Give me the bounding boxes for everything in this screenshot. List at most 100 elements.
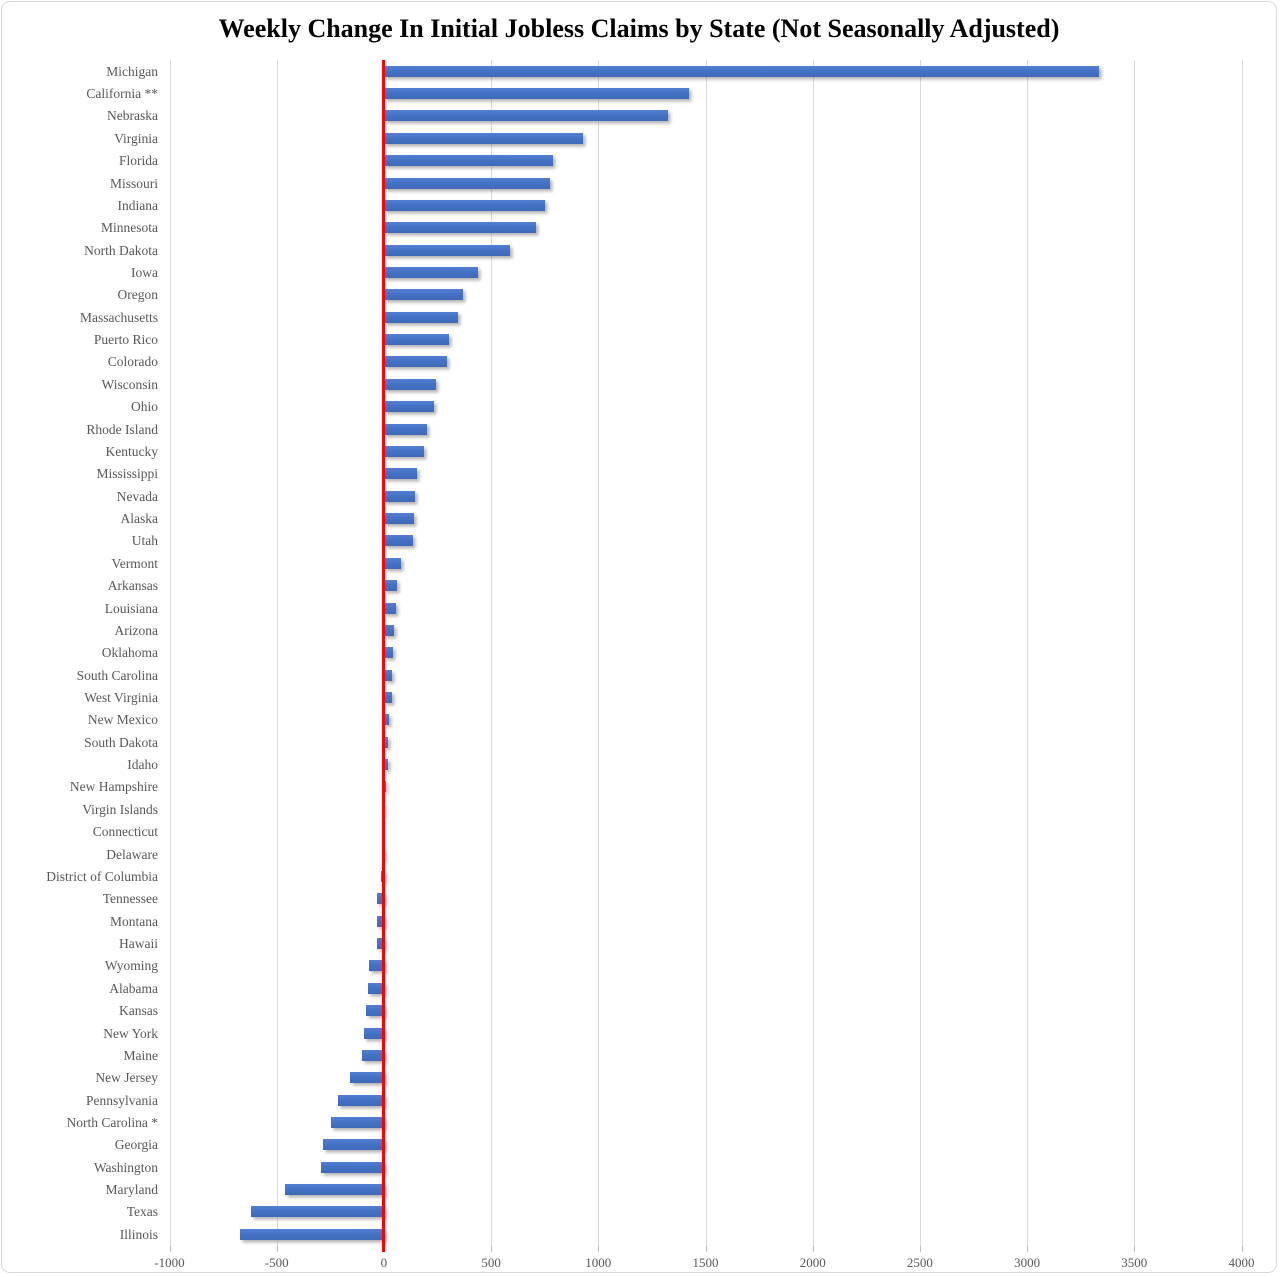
category-label: Virginia (114, 130, 158, 146)
bar (368, 960, 384, 972)
bar (322, 1139, 384, 1151)
x-tick-label: -1000 (154, 1254, 185, 1270)
bar (383, 378, 437, 390)
bar (383, 759, 388, 771)
gridline (705, 60, 707, 1246)
x-tick-label: 2000 (799, 1254, 826, 1270)
category-label: Texas (126, 1204, 158, 1220)
bar (383, 557, 402, 569)
category-label: Ohio (131, 399, 158, 415)
category-label: Wyoming (104, 958, 158, 974)
category-label: Indiana (117, 197, 158, 213)
bar (383, 356, 448, 368)
gridline (1134, 60, 1136, 1246)
category-label: Connecticut (92, 824, 158, 840)
bar (365, 1005, 384, 1017)
bar (383, 736, 389, 748)
category-label: Montana (110, 913, 158, 929)
tick-mark (1027, 1245, 1029, 1252)
bar (383, 244, 511, 256)
bar (320, 1161, 384, 1173)
category-label: South Dakota (84, 734, 158, 750)
tick-mark (598, 1245, 600, 1252)
gridline (919, 60, 921, 1246)
category-label: Pennsylvania (86, 1092, 158, 1108)
bar (383, 65, 1099, 77)
tick-mark (812, 1245, 814, 1252)
category-label: Delaware (106, 846, 158, 862)
gridline (812, 60, 814, 1246)
tick-mark (276, 1245, 278, 1252)
category-label: Wisconsin (101, 376, 158, 392)
category-label: Georgia (114, 1137, 158, 1153)
x-tick-label: -500 (264, 1254, 289, 1270)
category-label: West Virginia (84, 689, 158, 705)
bar (383, 311, 458, 323)
category-label: Oklahoma (101, 645, 158, 661)
category-label: New York (103, 1025, 158, 1041)
x-tick-label: 1000 (585, 1254, 612, 1270)
tick-mark (491, 1245, 493, 1252)
bar (383, 423, 427, 435)
x-tick-label: 1500 (692, 1254, 719, 1270)
bar (362, 1049, 384, 1061)
bar (383, 199, 545, 211)
bar (383, 602, 396, 614)
bar (250, 1206, 384, 1218)
category-label: Minnesota (101, 220, 158, 236)
category-label: Kentucky (105, 443, 158, 459)
category-label: Michigan (106, 63, 158, 79)
category-label: Louisiana (104, 600, 158, 616)
tick-mark (1241, 1245, 1243, 1252)
gridline (1241, 60, 1243, 1246)
bar (383, 647, 393, 659)
category-label: Massachusetts (80, 309, 158, 325)
bar (383, 580, 397, 592)
gridline (169, 60, 171, 1246)
category-label: South Carolina (76, 667, 158, 683)
bar (383, 401, 435, 413)
bar (383, 222, 537, 234)
bar (383, 535, 414, 547)
gridline (276, 60, 278, 1246)
x-tick-label: 500 (481, 1254, 501, 1270)
category-label: Alaska (120, 511, 159, 527)
bar (383, 490, 415, 502)
category-label: Colorado (107, 354, 158, 370)
category-label: Iowa (131, 264, 158, 280)
x-tick-label: 3000 (1014, 1254, 1041, 1270)
x-tick-label: 3500 (1121, 1254, 1148, 1270)
category-label: Florida (119, 153, 158, 169)
category-label: Puerto Rico (93, 332, 158, 348)
category-label: Tennessee (102, 891, 158, 907)
bar (363, 1027, 384, 1039)
category-label: Illinois (119, 1226, 158, 1242)
category-label: Hawaii (119, 936, 158, 952)
category-label: Arkansas (107, 578, 158, 594)
gridline (598, 60, 600, 1246)
category-label: North Carolina * (66, 1114, 158, 1130)
bar (377, 893, 384, 905)
bar (383, 714, 390, 726)
category-label: New Hampshire (69, 779, 158, 795)
bar (383, 445, 424, 457)
x-tick-label: 4000 (1228, 1254, 1255, 1270)
category-label: Alabama (109, 980, 158, 996)
category-label: New Jersey (95, 1070, 158, 1086)
bar (383, 468, 418, 480)
zero-line (382, 60, 386, 1252)
bar (383, 513, 414, 525)
category-label: New Mexico (87, 712, 158, 728)
gridline (491, 60, 493, 1246)
category-label: Utah (131, 533, 158, 549)
bar (383, 289, 464, 301)
bar (383, 110, 668, 122)
category-label: Missouri (109, 175, 158, 191)
category-label: Rhode Island (86, 421, 158, 437)
bar (337, 1094, 384, 1106)
bar (383, 132, 584, 144)
category-label: Nevada (116, 488, 158, 504)
bar (383, 155, 554, 167)
bar (240, 1228, 384, 1240)
